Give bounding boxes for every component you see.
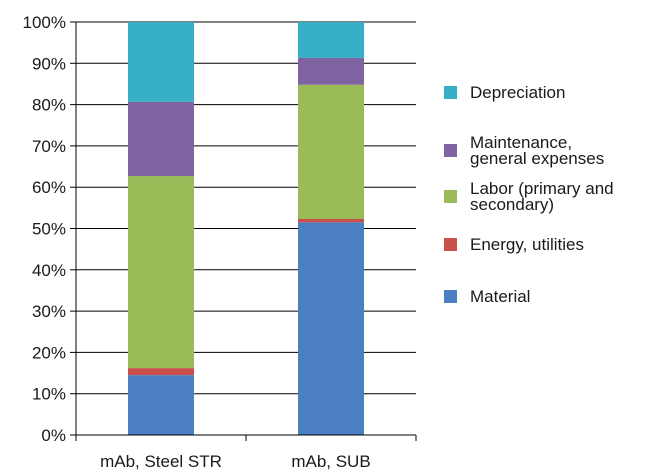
y-tick-label: 70% bbox=[32, 137, 66, 156]
legend-label: Labor (primary and bbox=[470, 179, 614, 198]
y-tick-label: 40% bbox=[32, 261, 66, 280]
x-tick-label: mAb, Steel STR bbox=[100, 452, 222, 471]
legend-swatch bbox=[444, 144, 457, 157]
y-tick-label: 50% bbox=[32, 220, 66, 239]
legend-swatch bbox=[444, 190, 457, 203]
legend-item: Depreciation bbox=[444, 83, 565, 102]
y-tick-label: 30% bbox=[32, 302, 66, 321]
legend-label: Energy, utilities bbox=[470, 235, 584, 254]
bars bbox=[128, 22, 364, 435]
legend-label: general expenses bbox=[470, 149, 604, 168]
x-tick-label: mAb, SUB bbox=[291, 452, 370, 471]
bar-segment bbox=[128, 375, 194, 435]
legend-item: Maintenance,general expenses bbox=[444, 133, 604, 168]
bar-segment bbox=[298, 222, 364, 435]
gridlines bbox=[76, 21, 416, 395]
bar-segment bbox=[298, 219, 364, 223]
y-tick-label: 60% bbox=[32, 178, 66, 197]
bar-segment bbox=[298, 84, 364, 220]
y-tick-label: 100% bbox=[23, 13, 66, 32]
legend-swatch bbox=[444, 238, 457, 251]
axes bbox=[70, 21, 417, 441]
x-tick-labels: mAb, Steel STR mAb, SUB bbox=[100, 452, 371, 471]
y-tick-label: 80% bbox=[32, 96, 66, 115]
bar-segment bbox=[128, 176, 194, 369]
bar-segment bbox=[128, 101, 194, 177]
y-tick-labels: 0% 10% 20% 30% 40% 50% 60% 70% 80% 90% 100% bbox=[23, 13, 66, 445]
legend-swatch bbox=[444, 290, 457, 303]
bar-segment bbox=[298, 57, 364, 85]
bar-segment bbox=[298, 22, 364, 58]
legend-label: Maintenance, bbox=[470, 133, 572, 152]
bar-segment bbox=[128, 368, 194, 376]
legend-item: Energy, utilities bbox=[444, 235, 584, 254]
legend-label: Depreciation bbox=[470, 83, 565, 102]
legend-label: Material bbox=[470, 287, 530, 306]
legend-item: Material bbox=[444, 287, 530, 306]
legend: Depreciation Maintenance,general expenses… bbox=[444, 83, 614, 306]
legend-swatch bbox=[444, 86, 457, 99]
y-tick-label: 90% bbox=[32, 54, 66, 73]
y-tick-label: 0% bbox=[41, 426, 66, 445]
legend-label: secondary) bbox=[470, 195, 554, 214]
y-tick-label: 10% bbox=[32, 385, 66, 404]
bar-segment bbox=[128, 22, 194, 102]
y-tick-label: 20% bbox=[32, 343, 66, 362]
